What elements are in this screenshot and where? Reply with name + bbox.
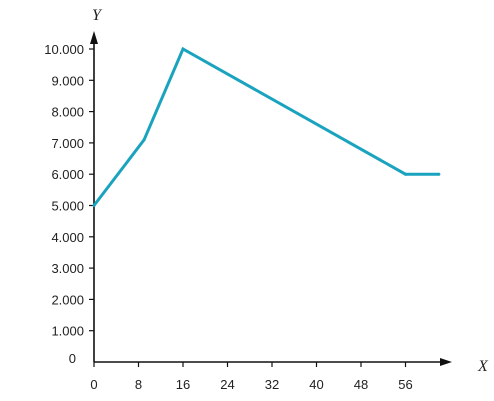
x-tick-label: 8 <box>135 377 142 392</box>
x-tick-label: 56 <box>398 377 412 392</box>
y-tick-label: 3.000 <box>51 261 84 276</box>
series-group <box>92 46 441 207</box>
y-tick-label: 5.000 <box>51 199 84 214</box>
y-tick-label: 0 <box>69 351 76 366</box>
axes: Y X <box>90 7 489 375</box>
x-tick-label: 16 <box>176 377 190 392</box>
data-point <box>404 172 407 176</box>
x-tick-group: 0 8 16 24 32 40 48 56 <box>90 362 413 392</box>
y-tick-label: 2.000 <box>51 292 84 307</box>
x-axis-label: X <box>477 358 489 375</box>
data-point <box>92 204 96 207</box>
y-tick-group: 0 1.000 2.000 3.000 4.000 5.000 6.000 7.000 8.00… <box>44 42 94 366</box>
y-tick-label: 6.000 <box>51 167 84 182</box>
x-tick-label: 32 <box>265 377 279 392</box>
x-tick-label: 48 <box>354 377 368 392</box>
y-tick-label: 1.000 <box>51 324 84 339</box>
y-tick-label: 7.000 <box>51 136 84 151</box>
y-tick-label: 4.000 <box>51 230 84 245</box>
x-axis-arrow-icon <box>440 358 452 366</box>
x-tick-label: 40 <box>309 377 323 392</box>
y-tick-label: 10.000 <box>44 42 84 57</box>
x-tick-label: 0 <box>90 377 97 392</box>
y-axis-label: Y <box>92 7 103 24</box>
y-axis-arrow-icon <box>90 31 98 44</box>
series-line <box>92 46 439 207</box>
data-point <box>437 172 441 176</box>
y-tick-label: 9.000 <box>51 73 84 88</box>
y-tick-label: 8.000 <box>51 105 84 120</box>
data-point <box>142 138 146 142</box>
x-tick-label: 24 <box>220 377 234 392</box>
data-point <box>181 47 185 51</box>
